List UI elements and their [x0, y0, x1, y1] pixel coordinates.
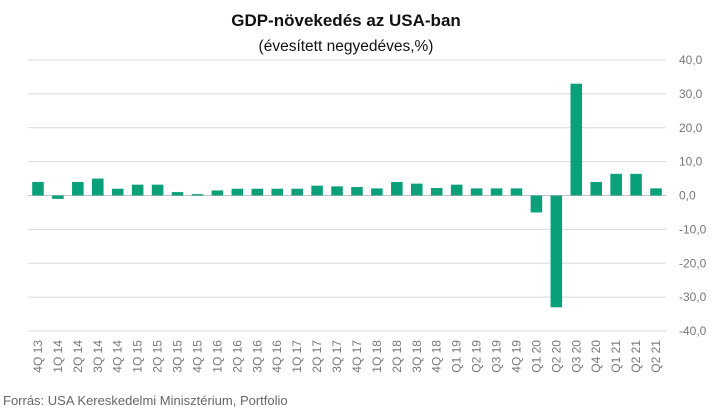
- bar: [590, 181, 603, 196]
- bar: [72, 181, 84, 196]
- bar: [131, 184, 144, 196]
- bar: [271, 188, 284, 196]
- x-tick-label: 3Q 18: [410, 340, 424, 373]
- bar: [391, 181, 403, 196]
- x-tick-label: Q2 21: [649, 340, 663, 373]
- x-tick-label: 4Q 15: [190, 340, 204, 373]
- x-tick-label: 1Q 16: [210, 340, 224, 373]
- bar: [311, 185, 323, 196]
- bar: [32, 181, 44, 196]
- bar: [410, 183, 423, 196]
- bar: [510, 188, 523, 196]
- bar: [430, 188, 443, 196]
- bars: [32, 83, 662, 308]
- x-tick-label: 3Q 15: [171, 340, 185, 373]
- x-tick-label: 4Q 13: [31, 340, 45, 373]
- bar: [550, 195, 563, 308]
- x-tick-label: 1Q 17: [290, 340, 304, 373]
- bar: [291, 188, 303, 196]
- x-tick-label: Q4 20: [589, 340, 603, 373]
- chart-subtitle: (évesített negyedéves,%): [259, 38, 434, 55]
- bar: [610, 173, 622, 196]
- bar: [351, 187, 363, 196]
- bar: [630, 173, 642, 196]
- x-tick-label: 2Q 18: [390, 340, 404, 373]
- y-tick-label: 30,0: [679, 87, 703, 101]
- bar: [211, 190, 224, 196]
- bar: [111, 188, 124, 196]
- source-note: Forrás: USA Kereskedelmi Minisztérium, P…: [3, 393, 288, 408]
- bar: [530, 195, 543, 213]
- x-tick-label: 4Q 19: [509, 340, 523, 373]
- x-tick-label: Q1 20: [529, 340, 543, 373]
- x-tick-label: 4Q 18: [430, 340, 444, 373]
- y-tick-label: 10,0: [679, 155, 703, 169]
- bar: [371, 188, 383, 196]
- x-tick-label: Q2 19: [470, 340, 484, 373]
- bar: [91, 178, 104, 196]
- x-tick-label: Q2 21: [629, 340, 643, 373]
- y-tick-label: 0,0: [679, 189, 696, 203]
- x-tick-label: Q1 19: [450, 340, 464, 373]
- bar: [52, 195, 64, 199]
- y-tick-label: -40,0: [679, 324, 707, 338]
- x-tick-label: 1Q 15: [131, 340, 145, 373]
- y-axis-tick-labels: 40,0 30,0 20,0 10,0 0,0 -10,0 -20,0 -30,0 -40,0: [679, 53, 707, 338]
- bar: [331, 186, 343, 196]
- bar: [151, 184, 164, 196]
- x-axis-tick-labels: 4Q 13 1Q 14 2Q 14 3Q 14 4Q 14 1Q 15 2Q 15 3Q 15…: [31, 340, 663, 373]
- x-tick-label: 1Q 14: [51, 340, 65, 373]
- bar: [251, 188, 264, 196]
- x-tick-label: 2Q 16: [230, 340, 244, 373]
- x-tick-label: 4Q 17: [350, 340, 364, 373]
- x-tick-label: 2Q 17: [310, 340, 324, 373]
- y-tick-label: -10,0: [679, 222, 707, 236]
- bar: [490, 188, 503, 196]
- x-tick-label: Q3 20: [569, 340, 583, 373]
- bar: [231, 188, 244, 196]
- chart-title: GDP-növekedés az USA-ban: [231, 11, 461, 30]
- bar: [650, 188, 662, 196]
- bar: [570, 83, 583, 196]
- y-tick-label: -20,0: [679, 256, 707, 270]
- bar: [171, 192, 184, 196]
- gridlines: [28, 59, 666, 332]
- x-tick-label: 2Q 14: [71, 340, 85, 373]
- x-tick-label: Q1 21: [609, 340, 623, 373]
- x-tick-label: Q2 20: [549, 340, 563, 373]
- x-tick-label: 2Q 15: [151, 340, 165, 373]
- bar: [450, 184, 463, 196]
- x-tick-label: 1Q 18: [370, 340, 384, 373]
- x-tick-label: 4Q 16: [270, 340, 284, 373]
- x-tick-label: 3Q 14: [91, 340, 105, 373]
- y-tick-label: 40,0: [679, 53, 703, 67]
- x-tick-label: 3Q 16: [250, 340, 264, 373]
- x-tick-label: Q3 19: [490, 340, 504, 373]
- bar: [470, 188, 483, 196]
- bar: [191, 194, 204, 196]
- x-tick-label: 3Q 17: [330, 340, 344, 373]
- y-tick-label: -30,0: [679, 290, 707, 304]
- y-tick-label: 20,0: [679, 121, 703, 135]
- x-tick-label: 4Q 14: [111, 340, 125, 373]
